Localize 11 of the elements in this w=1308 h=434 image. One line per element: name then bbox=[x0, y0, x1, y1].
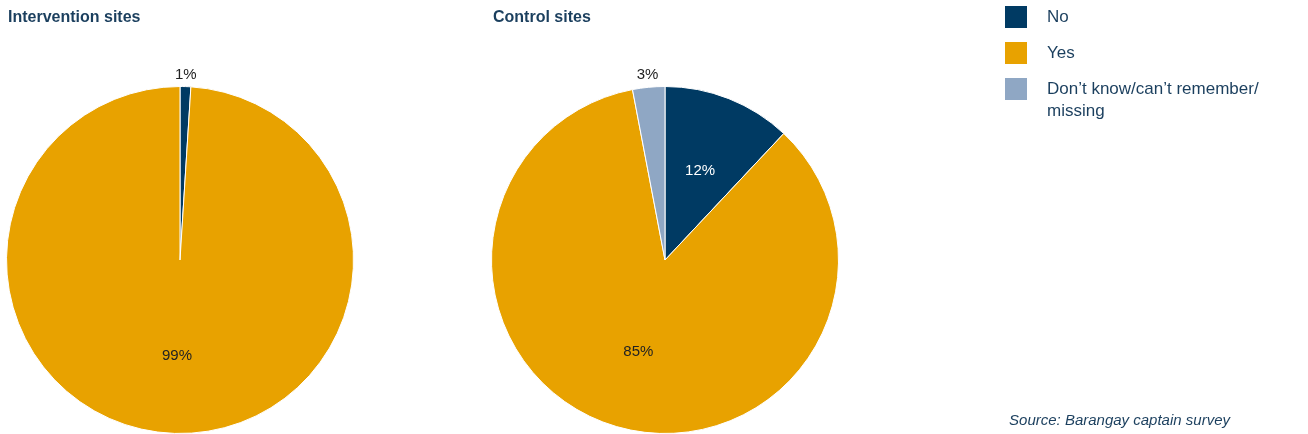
data-label: 3% bbox=[636, 65, 659, 83]
legend-label: No bbox=[1047, 6, 1070, 28]
data-label: 99% bbox=[161, 345, 193, 363]
legend-label: Don’t know/can’t remember/ missing bbox=[1047, 78, 1260, 122]
chart-title: Control sites bbox=[493, 8, 591, 26]
data-label: 1% bbox=[174, 64, 197, 82]
data-label: 12% bbox=[685, 161, 716, 179]
data-label: 85% bbox=[623, 341, 654, 359]
legend-label: Yes bbox=[1047, 42, 1076, 64]
source-note: Source: Barangay captain survey bbox=[1009, 411, 1230, 428]
chart-title: Intervention sites bbox=[8, 8, 141, 26]
